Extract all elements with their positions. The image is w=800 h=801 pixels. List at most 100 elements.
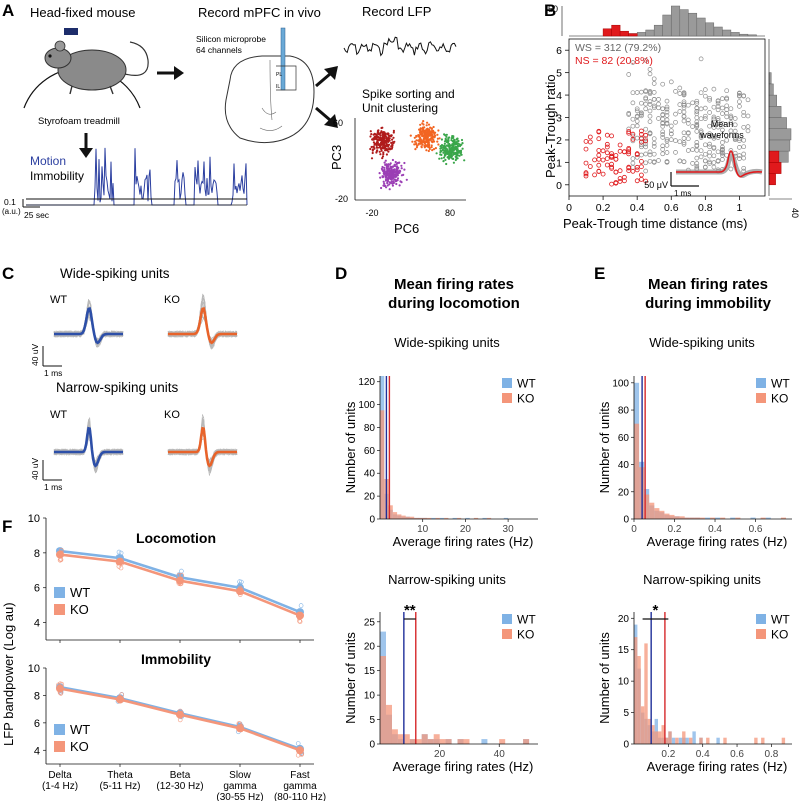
wt-bar [765, 517, 771, 519]
ws-point [643, 101, 649, 107]
ws-point [724, 96, 730, 102]
cluster-point [415, 142, 418, 145]
band-name: Theta [107, 770, 133, 781]
ws-point [715, 116, 721, 121]
cluster-point [457, 151, 460, 154]
cluster-point [436, 140, 439, 143]
ws-point [634, 118, 640, 124]
cluster-point [440, 157, 443, 160]
cluster-point [386, 132, 390, 135]
ws-point [720, 157, 725, 162]
cluster-point [435, 152, 438, 155]
cluster-point [379, 153, 382, 156]
ko-bar [654, 731, 658, 744]
ws-point [651, 81, 657, 86]
cluster-point [380, 126, 383, 130]
ws-point [643, 141, 649, 147]
cluster-point [415, 139, 418, 142]
cluster-point [444, 158, 447, 161]
ko-bar [397, 734, 404, 744]
ko-bar [669, 514, 675, 519]
wt-bar [685, 737, 689, 744]
cluster-point [437, 143, 440, 146]
ws-point [728, 166, 734, 172]
ytick-label: 120 [358, 377, 375, 388]
ws-point [711, 134, 717, 139]
ytick-label: 100 [612, 378, 629, 389]
ns-point [609, 181, 614, 187]
ns-point [643, 178, 649, 184]
ws-point [732, 136, 738, 142]
cluster-point [452, 146, 455, 149]
ytick-label: 100 [358, 400, 375, 411]
ws-point [656, 97, 661, 102]
xtick-label: 0.6 [749, 524, 763, 535]
ns-point [587, 164, 593, 169]
ws-point [630, 123, 636, 129]
xtick-label: 10 [417, 524, 429, 535]
cluster-point [371, 149, 374, 152]
ko-bar [664, 513, 670, 519]
top-hist-ws-bar [653, 24, 663, 37]
cluster-point [399, 170, 402, 173]
ws-point [643, 89, 649, 94]
ws-point [651, 90, 657, 95]
ko-bar [380, 410, 385, 519]
ytick-label: 80 [364, 423, 376, 434]
legend-ko-label: KO [517, 628, 534, 642]
cluster-point [369, 147, 372, 151]
cluster-point [399, 180, 402, 183]
top-hist-ws-bar [696, 17, 706, 37]
panel-a: A Head-fixed mouse Styrofoam treadmill R… [2, 1, 466, 236]
legend-wt-label: WT [517, 613, 536, 627]
ws-point [694, 105, 700, 111]
ytick-label: 10 [28, 663, 40, 675]
ns-point [604, 150, 610, 156]
ns-point [587, 139, 593, 145]
ws-point [664, 98, 670, 104]
ko-bar [668, 731, 672, 744]
ws-point [668, 123, 674, 129]
single-waveform [53, 315, 124, 345]
ws-point [737, 104, 742, 109]
significance-marker: ** [404, 602, 416, 619]
mean-waveform-inset: Mean waveforms 50 μV 1 ms [644, 119, 763, 198]
wt-bar [503, 517, 509, 519]
cluster-point [430, 136, 433, 139]
cluster-point [434, 134, 437, 137]
panel-label-c: C [2, 264, 14, 283]
legend-ko-swatch [54, 741, 65, 752]
cluster-point [460, 143, 463, 146]
ws-point [643, 160, 649, 166]
ws-point [728, 120, 734, 125]
cluster-point [456, 137, 459, 140]
mouse-illustration [23, 28, 149, 109]
ws-point [702, 142, 708, 148]
cluster-point [382, 135, 385, 138]
ko-bar [781, 737, 786, 744]
cluster-point [383, 143, 386, 146]
cluster-point [382, 184, 385, 187]
ws-point [643, 168, 649, 174]
ws-point [720, 150, 725, 156]
ws-point [698, 154, 704, 160]
ytick-label: 6 [34, 583, 40, 595]
ko-bar [679, 516, 685, 519]
cluster-point [396, 161, 399, 165]
ws-point [707, 141, 712, 147]
scatter-ytick-label: 2 [556, 135, 562, 147]
immobility-title: Immobility [141, 651, 211, 667]
cluster-point [430, 144, 433, 147]
ws-point [630, 116, 636, 122]
ws-point [707, 144, 712, 150]
down-right-arrow-icon [315, 106, 338, 128]
scatter-xlabel: Peak-Trough time distance (ms) [563, 216, 747, 231]
ko-bar [435, 517, 440, 519]
ws-point [651, 96, 657, 102]
single-waveform [167, 434, 238, 461]
cluster-point [391, 158, 394, 162]
ns-point [617, 178, 623, 184]
cluster-point [431, 140, 434, 143]
ko-bar [386, 704, 392, 744]
